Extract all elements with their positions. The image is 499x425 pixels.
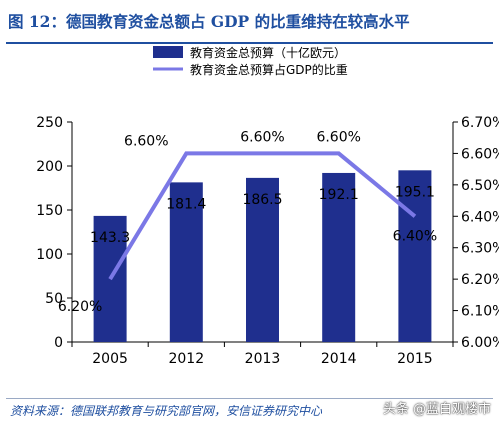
y-left-tick-label: 0 [54,335,63,351]
line-value-label: 6.60% [316,129,360,145]
legend-bar-swatch [153,46,183,58]
y-right-tick-label: 6.60% [461,146,499,162]
bar-value-label: 181.4 [166,196,206,212]
y-right-tick-label: 6.50% [461,178,499,194]
bar [169,182,203,342]
x-tick-label: 2013 [245,351,281,367]
y-left-tick-label: 150 [36,203,63,219]
source-note: 资料来源：德国联邦教育与研究部官网，安信证券研究中心 [10,404,323,418]
y-left-tick-label: 250 [36,115,63,131]
share-line [108,151,417,281]
x-tick-label: 2015 [397,351,433,367]
x-tick-label: 2005 [92,351,128,367]
line-value-label: 6.60% [124,133,168,149]
x-tick-label: 2012 [168,351,204,367]
bar-value-label: 143.3 [90,230,130,246]
education-budget-chart: 教育资金总预算（十亿欧元） 教育资金总预算占GDP的比重 0 50 100 150 200 2… [36,45,499,367]
bar-value-label: 192.1 [319,187,359,203]
y-right-tick-label: 6.20% [461,272,499,288]
line-value-label: 6.20% [58,299,102,315]
legend-bar-label: 教育资金总预算（十亿欧元） [190,45,346,60]
line-value-label: 6.40% [393,228,437,244]
y-right-tick-label: 6.70% [461,115,499,131]
x-tick-label: 2014 [321,351,357,367]
y-left-tick-label: 50 [45,291,63,307]
bar [246,177,279,342]
legend-line-label: 教育资金总预算占GDP的比重 [190,62,348,77]
y-left-tick-label: 200 [36,159,63,175]
watermark: 头条 @蓝白观楼市 [382,402,491,417]
bar [322,172,356,342]
bar-value-label: 186.5 [242,192,282,208]
y-right-tick-label: 6.30% [461,241,499,257]
page-title: 图 12：德国教育资金总额占 GDP 的比重维持在较高水平 [8,12,410,31]
bar-value-label: 195.1 [395,184,435,200]
title-divider [6,42,493,44]
y-right-tick-label: 6.00% [461,335,499,351]
source-divider [6,398,493,399]
y-right-tick-label: 6.10% [461,304,499,320]
y-right-tick-label: 6.40% [461,209,499,225]
y-left-tick-label: 100 [36,247,63,263]
bar [398,170,432,342]
line-value-label: 6.60% [240,129,284,145]
